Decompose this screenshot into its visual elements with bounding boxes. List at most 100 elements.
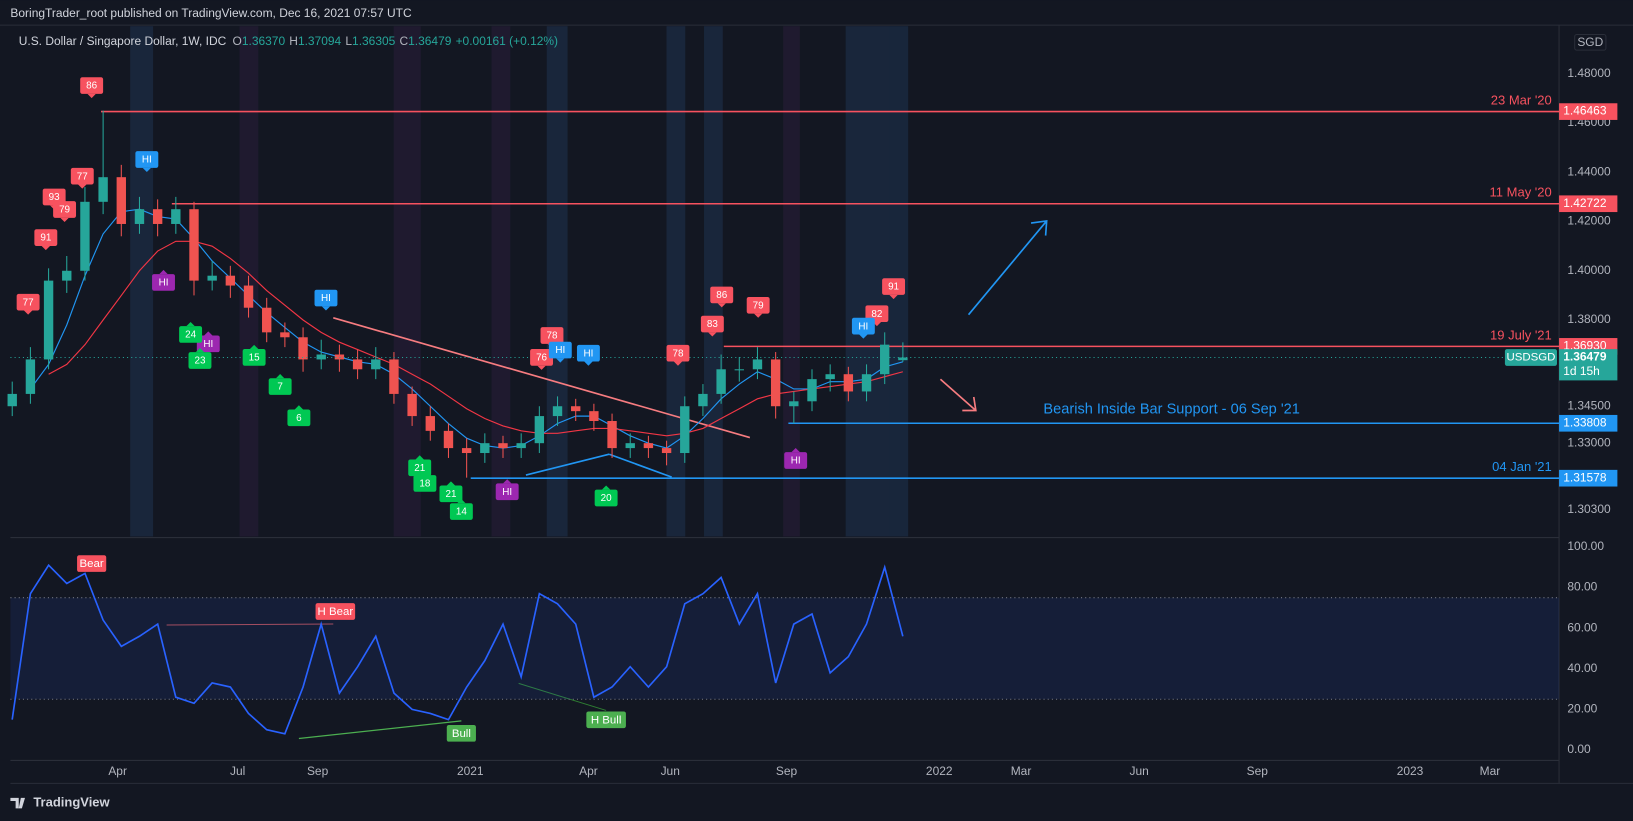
signal-text: HI [791,456,801,467]
signal-text: 76 [536,353,547,364]
y-tick-label: 1.42000 [1567,214,1611,228]
x-tick-label: Jun [1130,764,1149,778]
stripe [704,26,723,537]
candle-body [843,374,854,392]
candle-body [516,443,526,449]
div-line [298,720,462,740]
x-tick-label: Jun [661,764,680,778]
signal-badge [179,326,203,343]
band-fill [10,597,1560,700]
y-tick-label: 0.00 [1567,742,1591,756]
div-badge [586,711,626,729]
x-tick-label: 2022 [926,764,953,778]
signal-text: 86 [716,290,727,301]
signal-badge [700,315,724,333]
candle-body [698,393,708,407]
y-tick-label: 1.44000 [1567,164,1611,178]
signal-pointer [791,447,800,453]
div-line [166,623,334,626]
y-tick-label: 1.48000 [1567,66,1611,80]
signal-badge [666,344,690,362]
signal-text: 23 [194,356,205,367]
candle-body [134,209,145,224]
candle-body [571,406,581,412]
candle-body [425,416,435,431]
signal-text: 82 [871,309,882,320]
candle-body [643,443,654,449]
candle-body [7,393,17,407]
level-note: 23 Mar '20 [1491,93,1552,108]
x-tick-label: Sep [307,764,329,778]
candle-body [352,359,363,370]
signal-pointer [204,331,213,336]
arrow [939,378,977,412]
candle-body [80,201,90,271]
publisher: BoringTrader_root published on TradingVi… [10,6,412,20]
symbol-legend: U.S. Dollar / Singapore Dollar, 1W, IDC O… [19,34,558,48]
signal-badge [882,278,906,295]
signal-badge [576,344,600,362]
signal-pointer [584,361,593,366]
signal-pointer [23,310,33,315]
div-text: Bull [452,728,471,740]
candle-body [461,448,472,454]
trend-line [608,453,673,478]
x-tick-label: 2023 [1397,764,1424,778]
signal-badge [548,341,572,359]
signal-text: 18 [419,479,430,490]
signal-badge [188,352,212,369]
signal-text: 15 [249,353,260,364]
level-tag [1559,414,1618,432]
price-tag-value: 1.36479 [1563,350,1607,364]
signal-pointer [673,361,683,366]
ohlc-key: L [345,34,352,48]
candle-body [407,393,417,417]
candle-body [280,332,290,338]
x-tick-label: Mar [1011,764,1032,778]
signal-badge [439,485,463,503]
signal-pointer [859,334,868,339]
level-price: 1.42722 [1563,196,1607,210]
symbol: U.S. Dollar / Singapore Dollar, 1W, IDC [19,34,227,48]
signal-badge [540,327,564,344]
signal-badge [196,335,220,353]
level-tag [1559,103,1618,120]
level-price: 1.46463 [1563,104,1607,118]
signal-text: HI [159,278,169,289]
candle-body [43,280,54,360]
candle-body [607,421,617,449]
level-price: 1.33808 [1563,415,1607,429]
signal-badge [710,286,734,304]
candle-body [480,443,490,454]
signal-text: 78 [546,331,557,342]
signal-pointer [708,332,717,337]
signal-badge [594,489,618,507]
candle-body [334,354,345,360]
y-tick-label: 1.30300 [1567,502,1611,516]
signal-pointer [60,217,69,222]
signal-pointer [415,455,424,460]
signal-pointer [537,365,546,370]
candle-body [498,443,508,449]
signal-pointer [159,269,168,275]
symbol-tag-text: USDSGD [1506,352,1555,364]
signal-badge [287,409,311,427]
signal-badge [530,349,554,366]
candle-body [25,359,36,394]
signal-text: 79 [753,300,764,311]
stripe [491,26,511,537]
signal-badge [268,378,292,395]
candle-body [262,307,272,333]
candle-body [752,359,763,370]
signal-badge [449,503,473,520]
trend-line [525,453,610,476]
div-badge [315,603,356,620]
signal-text: HI [583,348,593,359]
y-tick-label: 40.00 [1567,661,1597,675]
signal-pointer [754,313,763,318]
change: +0.00161 (+0.12%) [456,34,558,48]
signal-pointer [249,344,259,350]
signal-text: 83 [707,319,718,330]
logo-icon [10,797,25,809]
